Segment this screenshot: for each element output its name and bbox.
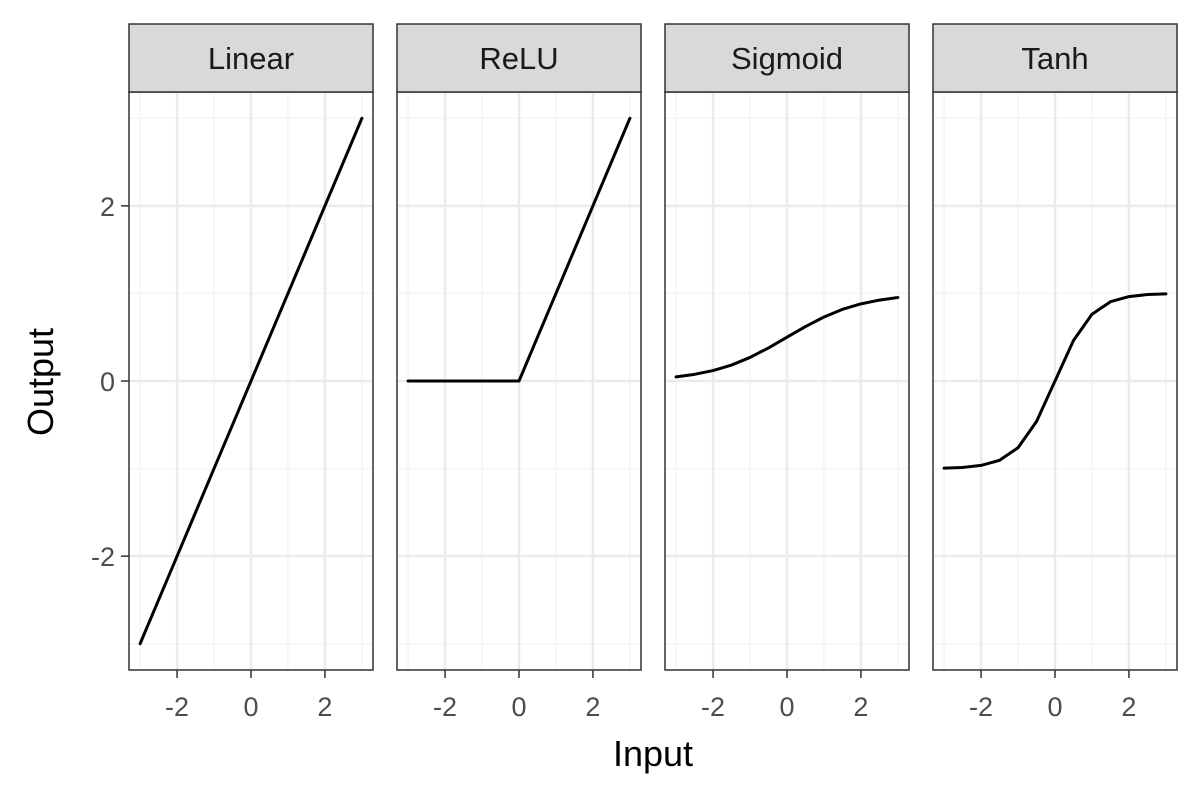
x-tick-label: 2 [317, 692, 332, 722]
x-tick-label: -2 [701, 692, 725, 722]
y-axis: -2 0 2 [91, 192, 129, 572]
x-tick-label: 0 [779, 692, 794, 722]
x-tick-label: 2 [1121, 692, 1136, 722]
facet-strip-label: Tanh [1021, 41, 1088, 76]
x-axis-title: Input [613, 733, 693, 774]
facet-panel-linear: Linear -2 0 2 [128, 23, 374, 722]
series-line-tanh [942, 292, 1168, 470]
facet-strip [128, 23, 374, 93]
facet-strip [932, 23, 1178, 93]
x-tick-label: 0 [1047, 692, 1062, 722]
facet-panel-tanh: Tanh -2 0 2 [932, 23, 1178, 722]
x-tick-label: -2 [165, 692, 189, 722]
y-axis-title: Output [20, 328, 61, 436]
series-line-linear [138, 116, 364, 646]
x-tick-label: -2 [969, 692, 993, 722]
x-tick-label: 2 [585, 692, 600, 722]
facet-strip [664, 23, 910, 93]
series-line-sigmoid [674, 296, 900, 379]
series-line-relu [406, 116, 632, 383]
x-tick-label: 2 [853, 692, 868, 722]
facet-panel-relu: ReLU -2 0 2 [396, 23, 642, 722]
y-tick-label: 0 [100, 367, 115, 397]
facet-panels: Linear -2 0 2 ReLU -2 0 2 Sigmoid -2 0 2 Tanh -2 0 2 [128, 23, 1178, 722]
y-tick-label: 2 [100, 192, 115, 222]
x-tick-label: 0 [511, 692, 526, 722]
facet-strip [396, 23, 642, 93]
facet-strip-label: Sigmoid [731, 41, 843, 76]
facet-strip-label: ReLU [479, 41, 558, 76]
facet-panel-sigmoid: Sigmoid -2 0 2 [664, 23, 910, 722]
y-tick-label: -2 [91, 542, 115, 572]
x-tick-label: 0 [243, 692, 258, 722]
facet-strip-label: Linear [208, 41, 294, 76]
x-tick-label: -2 [433, 692, 457, 722]
